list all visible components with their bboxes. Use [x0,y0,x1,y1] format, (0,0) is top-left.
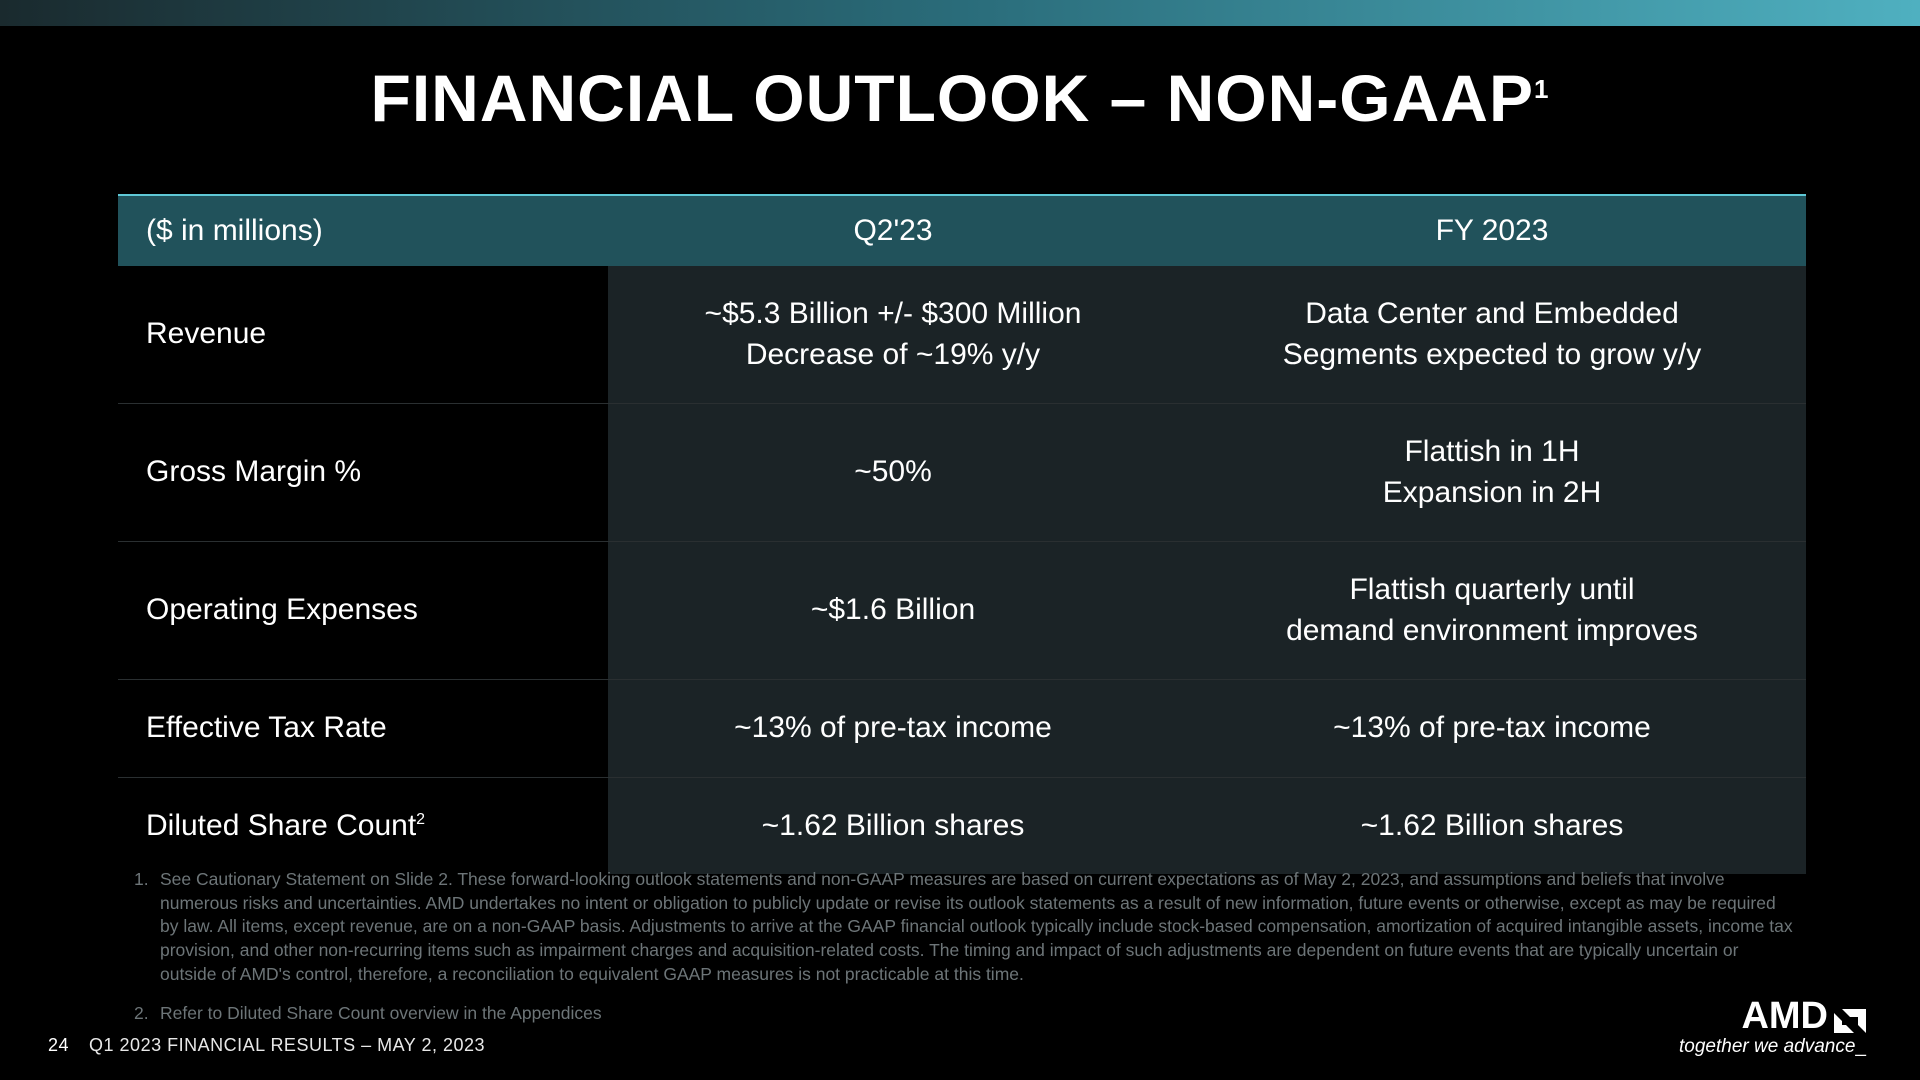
table-row: Effective Tax Rate~13% of pre-tax income… [118,680,1806,778]
row-q2-value: ~13% of pre-tax income [608,680,1178,778]
financial-table: ($ in millions) Q2'23 FY 2023 Revenue~$5… [118,194,1806,874]
tagline-text: together we advance [1679,1036,1855,1057]
row-fy-value: ~1.62 Billion shares [1178,778,1806,875]
logo-row: AMD [1679,995,1866,1038]
footnote-number: 1. [134,868,160,986]
row-label: Diluted Share Count2 [118,778,608,875]
title-footnote-ref: 1 [1534,74,1549,104]
logo-tagline: together we advance_ [1679,1036,1866,1058]
col-header-q2: Q2'23 [608,194,1178,266]
footnote: 2.Refer to Diluted Share Count overview … [134,1002,1794,1026]
row-label-footnote-ref: 2 [416,811,425,828]
table-row: Gross Margin %~50%Flattish in 1HExpansio… [118,404,1806,542]
table-row: Diluted Share Count2~1.62 Billion shares… [118,778,1806,875]
outlook-table: ($ in millions) Q2'23 FY 2023 Revenue~$5… [118,194,1806,874]
row-q2-value: ~$1.6 Billion [608,542,1178,680]
row-fy-value: ~13% of pre-tax income [1178,680,1806,778]
tagline-underscore: _ [1855,1036,1866,1057]
row-fy-value: Data Center and EmbeddedSegments expecte… [1178,266,1806,404]
row-label: Effective Tax Rate [118,680,608,778]
header-accent-bar [0,0,1920,26]
footnote-text: Refer to Diluted Share Count overview in… [160,1002,602,1026]
row-label: Operating Expenses [118,542,608,680]
amd-arrow-icon [1834,1001,1866,1033]
title-text: FINANCIAL OUTLOOK – NON-GAAP [371,61,1534,135]
col-header-units: ($ in millions) [118,194,608,266]
col-header-fy: FY 2023 [1178,194,1806,266]
footnotes: 1.See Cautionary Statement on Slide 2. T… [134,868,1794,1042]
slide: FINANCIAL OUTLOOK – NON-GAAP1 ($ in mill… [0,0,1920,1080]
table-row: Revenue~$5.3 Billion +/- $300 MillionDec… [118,266,1806,404]
brand-logo: AMD together we advance_ [1679,995,1866,1058]
row-q2-value: ~1.62 Billion shares [608,778,1178,875]
table-header: ($ in millions) Q2'23 FY 2023 [118,194,1806,266]
row-label: Gross Margin % [118,404,608,542]
row-q2-value: ~50% [608,404,1178,542]
footnote-text: See Cautionary Statement on Slide 2. The… [160,868,1794,986]
row-fy-value: Flattish quarterly untildemand environme… [1178,542,1806,680]
logo-wordmark: AMD [1741,995,1828,1038]
row-label: Revenue [118,266,608,404]
footer-text: Q1 2023 FINANCIAL RESULTS – MAY 2, 2023 [89,1035,485,1056]
row-q2-value: ~$5.3 Billion +/- $300 MillionDecrease o… [608,266,1178,404]
row-fy-value: Flattish in 1HExpansion in 2H [1178,404,1806,542]
page-number: 24 [48,1035,69,1056]
footnote-number: 2. [134,1002,160,1026]
slide-title: FINANCIAL OUTLOOK – NON-GAAP1 [0,60,1920,136]
slide-footer: 24 Q1 2023 FINANCIAL RESULTS – MAY 2, 20… [48,1035,485,1056]
footnote: 1.See Cautionary Statement on Slide 2. T… [134,868,1794,986]
table-row: Operating Expenses~$1.6 BillionFlattish … [118,542,1806,680]
table-body: Revenue~$5.3 Billion +/- $300 MillionDec… [118,266,1806,874]
